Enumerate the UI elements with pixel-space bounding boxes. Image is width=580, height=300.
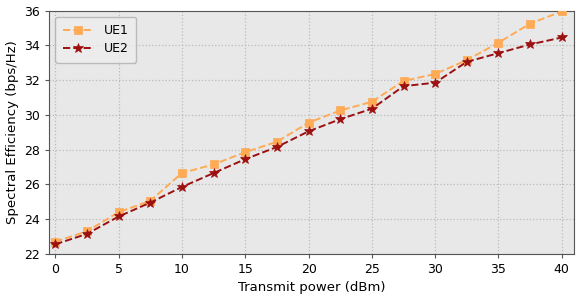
UE1 <box>337 109 344 112</box>
Legend: UE1, UE2: UE1, UE2 <box>55 17 136 63</box>
UE2 <box>368 107 375 110</box>
UE2 <box>52 242 59 246</box>
UE1 <box>305 121 312 124</box>
UE1 <box>242 150 249 154</box>
Line: UE2: UE2 <box>50 32 567 250</box>
UE1 <box>115 210 122 214</box>
UE2 <box>337 117 344 121</box>
UE2 <box>463 60 470 64</box>
UE1 <box>495 41 502 44</box>
UE1 <box>147 199 154 203</box>
UE2 <box>495 51 502 55</box>
UE1 <box>210 163 217 166</box>
UE1 <box>368 100 375 103</box>
UE2 <box>400 84 407 88</box>
UE2 <box>305 130 312 133</box>
UE1 <box>52 240 59 244</box>
UE2 <box>84 232 90 236</box>
UE1 <box>400 79 407 83</box>
UE2 <box>210 171 217 175</box>
UE2 <box>115 215 122 218</box>
UE2 <box>559 36 566 39</box>
UE2 <box>273 145 280 149</box>
Y-axis label: Spectral Efficiency (bps/Hz): Spectral Efficiency (bps/Hz) <box>6 40 19 224</box>
UE2 <box>242 157 249 161</box>
Line: UE1: UE1 <box>52 8 566 245</box>
X-axis label: Transmit power (dBm): Transmit power (dBm) <box>238 281 386 294</box>
UE2 <box>147 201 154 204</box>
UE1 <box>432 72 438 76</box>
UE1 <box>84 230 90 233</box>
UE2 <box>432 81 438 85</box>
UE1 <box>273 140 280 144</box>
UE1 <box>463 58 470 62</box>
UE2 <box>179 185 186 189</box>
UE1 <box>179 171 186 175</box>
UE2 <box>527 43 534 46</box>
UE1 <box>559 10 566 13</box>
UE1 <box>527 22 534 26</box>
